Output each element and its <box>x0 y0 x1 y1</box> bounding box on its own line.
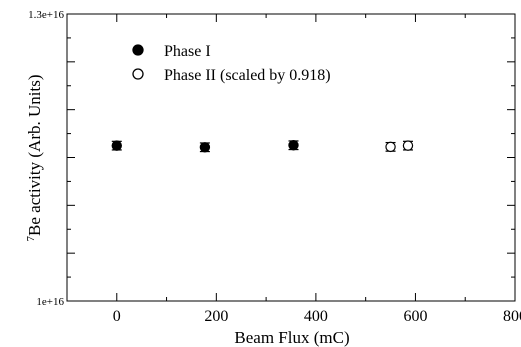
x-tick-label: 200 <box>204 308 228 325</box>
phase-1-marker <box>288 140 299 151</box>
y-axis-title-superscript: 7 <box>25 235 37 241</box>
y-axis-title: 7Be activity (Arb. Units) <box>25 75 44 242</box>
x-tick-label: 0 <box>113 308 121 325</box>
phase-2-marker <box>385 141 396 153</box>
axis-ticks <box>66 13 516 302</box>
phase-2-marker <box>402 140 414 151</box>
plot-frame <box>66 13 516 302</box>
data-point <box>199 142 211 153</box>
data-point <box>402 140 414 151</box>
legend: Phase I Phase II (scaled by 0.918) <box>132 43 331 84</box>
x-tick-labels: 0 200 400 600 800 <box>113 308 521 325</box>
x-tick-label: 400 <box>304 308 328 325</box>
y-tick-label: 1.3e+16 <box>28 9 64 21</box>
legend-label-phase-1: Phase I <box>164 43 211 60</box>
y-tick-labels: 1e+16 1.3e+16 <box>28 9 64 308</box>
y-tick-label: 1e+16 <box>36 296 64 308</box>
x-tick-label: 600 <box>403 308 427 325</box>
x-tick-label: 800 <box>503 308 521 325</box>
legend-marker-phase-1 <box>132 44 144 56</box>
data-point <box>385 141 396 153</box>
phase-1-marker <box>111 140 122 151</box>
legend-label-phase-2: Phase II (scaled by 0.918) <box>164 67 331 84</box>
data-point <box>111 140 122 151</box>
x-axis-title: Beam Flux (mC) <box>234 328 349 347</box>
phase-1-marker <box>199 142 211 153</box>
legend-marker-phase-2 <box>132 68 144 80</box>
data-point <box>288 140 299 151</box>
y-axis-title-text: Be activity (Arb. Units) <box>25 75 44 236</box>
data-points <box>111 140 414 153</box>
